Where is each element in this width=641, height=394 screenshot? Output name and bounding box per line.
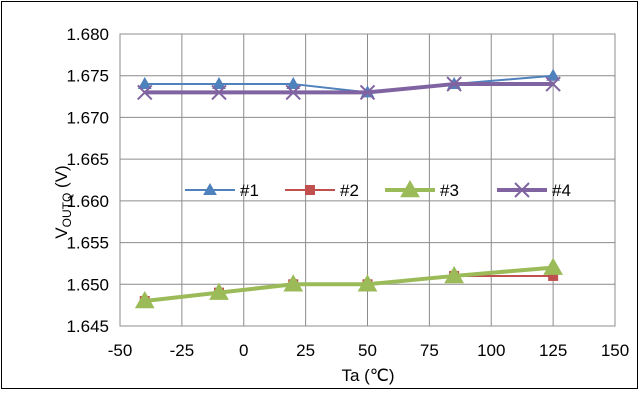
x-tick-label-8: 150 (601, 341, 629, 360)
legend-marker-3 (400, 179, 420, 198)
y-tick-label-2: 1.655 (66, 234, 109, 253)
legend: #1 #2 #3 #4 (185, 179, 571, 200)
series-1-point-2 (286, 77, 301, 90)
y-axis-title: VOUTQ (V) (52, 165, 74, 238)
y-tick-label-6: 1.675 (66, 67, 109, 86)
series-4-point-5-stroke-b (545, 76, 561, 92)
series-3-point-3 (357, 274, 378, 292)
x-axis-title: Ta (℃) (341, 366, 394, 385)
x-tick-label-4: 50 (358, 341, 377, 360)
series-3 (134, 257, 563, 309)
y-tick-label-4: 1.665 (66, 150, 109, 169)
series-3-point-1 (209, 282, 229, 300)
y-tick-label-1: 1.650 (66, 275, 109, 294)
series-1-point-0 (137, 77, 152, 90)
legend-marker-2 (305, 185, 315, 195)
x-axis-ticks: -50 -25 0 25 50 75 100 125 150 (108, 341, 629, 360)
legend-label-2: #2 (340, 181, 359, 200)
legend-marker-4-stroke-b (514, 182, 530, 198)
y-axis-ticks: 1.645 1.650 1.655 1.660 1.665 1.670 1.675 1.680 (66, 25, 109, 336)
series-4-line (144, 82, 554, 95)
series-4-point-2-stroke-b (285, 84, 301, 101)
series-3-point-5 (543, 257, 563, 275)
series-3-point-4 (444, 265, 464, 284)
series-4 (137, 76, 561, 101)
series-3-point-2 (283, 274, 304, 292)
series-2-point-5 (548, 270, 559, 281)
series-4-point-5 (545, 76, 561, 92)
series-1-point-1 (212, 77, 226, 90)
y-axis-title-unit: (V) (52, 165, 71, 192)
legend-entry-4: #4 (497, 181, 571, 200)
x-tick-label-1: -25 (170, 341, 195, 360)
y-tick-label-0: 1.645 (66, 317, 109, 336)
series-4-point-3 (359, 84, 376, 101)
series-4-point-3-stroke-b (359, 84, 376, 101)
series-4-point-2 (285, 84, 301, 101)
series-group (134, 68, 563, 309)
series-4-point-0 (137, 84, 153, 101)
series-1-point-5 (546, 68, 560, 81)
series-3-line (144, 265, 554, 303)
legend-entry-2: #2 (285, 181, 359, 200)
x-tick-label-6: 100 (477, 341, 505, 360)
series-4-point-1-stroke-b (211, 84, 227, 101)
legend-entry-3: #3 (385, 179, 459, 200)
y-axis-title-main: V (52, 227, 71, 239)
y-tick-label-5: 1.670 (66, 108, 109, 127)
y-tick-label-7: 1.680 (66, 25, 109, 44)
x-tick-label-5: 75 (420, 341, 439, 360)
x-tick-label-7: 125 (539, 341, 567, 360)
series-4-point-4-stroke-b (446, 76, 462, 92)
y-axis-title-sub: OUTQ (60, 193, 74, 228)
series-2-line (144, 274, 554, 302)
y-tick-label-3: 1.660 (66, 192, 109, 211)
legend-entry-1: #1 (185, 181, 259, 200)
series-4-point-4 (446, 76, 462, 92)
legend-label-3: #3 (440, 181, 459, 200)
legend-marker-1 (203, 182, 217, 195)
plot-border (119, 33, 616, 327)
legend-label-4: #4 (552, 181, 571, 200)
legend-marker-4 (514, 182, 530, 198)
plot-area (119, 33, 616, 327)
x-tick-label-2: 0 (239, 341, 248, 360)
x-tick-label-0: -50 (108, 341, 133, 360)
series-2 (139, 270, 559, 306)
series-3-point-0 (134, 290, 155, 309)
x-tick-label-3: 25 (296, 341, 315, 360)
chart-frame: 1.645 1.650 1.655 1.660 1.665 1.670 1.675 1.680… (1, 1, 638, 389)
legend-label-1: #1 (240, 181, 259, 200)
series-4-point-0-stroke-b (137, 84, 153, 101)
series-4-point-1 (211, 84, 227, 101)
